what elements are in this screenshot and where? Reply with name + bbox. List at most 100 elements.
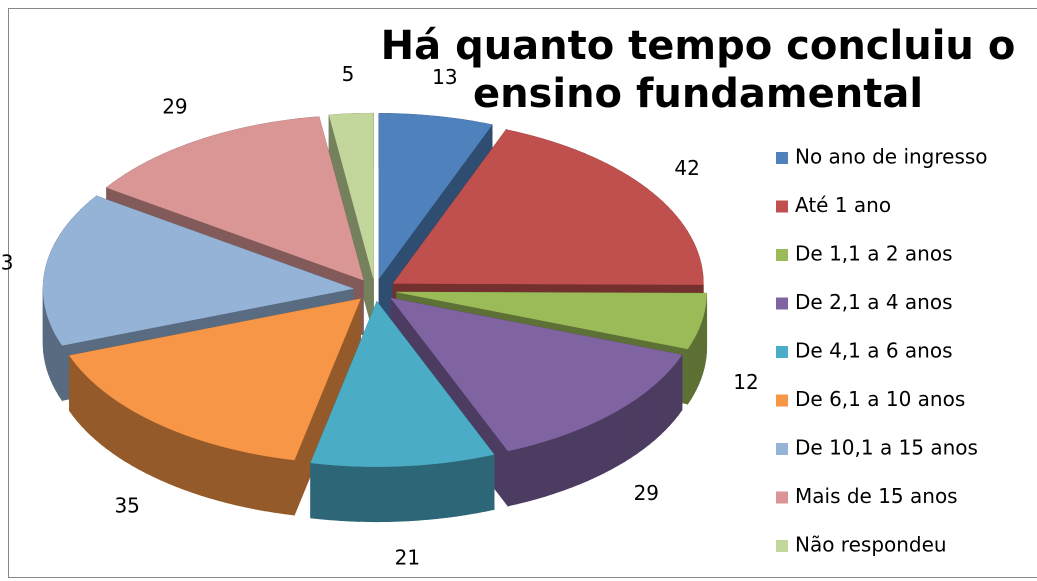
slice-side [218, 445, 229, 504]
slice-side [236, 449, 247, 508]
slice-side [535, 440, 546, 500]
pie-slice [310, 300, 495, 523]
data-label: 42 [674, 156, 699, 180]
slice-side [427, 463, 438, 520]
slice-side [544, 437, 555, 497]
slice-side [112, 396, 119, 458]
slice-side [456, 459, 467, 517]
slice-side [58, 338, 63, 402]
slice-side [284, 458, 295, 516]
slice-side [368, 466, 380, 523]
slice-side [274, 456, 285, 515]
slice-side [623, 401, 632, 463]
legend-label: De 1,1 a 2 anos [795, 242, 953, 266]
slice-top [106, 116, 364, 281]
slice-side [55, 333, 60, 397]
slice-side [553, 434, 563, 495]
legend-label: De 4,1 a 6 anos [795, 339, 953, 363]
slice-side [602, 413, 611, 475]
slice-side [417, 463, 429, 521]
slice-side [118, 401, 126, 462]
legend-label: Não respondeu [795, 533, 947, 557]
slice-side [200, 439, 211, 499]
slice-side [437, 461, 448, 519]
slice-side [209, 442, 220, 502]
slice-top [42, 195, 355, 346]
legend-swatch [776, 200, 788, 213]
slice-side [578, 425, 588, 485]
legend-swatch [776, 540, 788, 552]
slice-top [390, 297, 683, 452]
slice-side [690, 337, 695, 401]
pie-slice [328, 112, 374, 334]
slice-side [152, 420, 161, 481]
slice-side [609, 410, 618, 471]
slice-side [124, 405, 133, 466]
legend-swatch [776, 346, 788, 358]
slice-top [328, 113, 374, 279]
slice-side [637, 392, 644, 454]
slice-side [52, 329, 57, 391]
slice-side [594, 417, 604, 478]
slice-side [643, 388, 650, 450]
slice-side [192, 437, 202, 496]
slice-side [664, 369, 671, 431]
legend-label: No ano de ingresso [795, 145, 988, 169]
slice-side [388, 465, 400, 522]
slice-side [465, 457, 476, 516]
slice-side [245, 451, 257, 510]
data-label: 21 [395, 546, 420, 570]
slice-side [138, 413, 147, 474]
legend-label: Até 1 ano [795, 193, 891, 217]
slice-side [264, 455, 276, 513]
slice-side [677, 353, 683, 417]
legend-label: Mais de 15 anos [795, 484, 958, 508]
legend-label: De 2,1 a 4 anos [795, 290, 953, 314]
slice-side [358, 465, 370, 523]
slice-side [131, 409, 139, 470]
slice-top [396, 291, 707, 350]
legend-swatch [776, 297, 788, 310]
legend-swatch [776, 249, 788, 261]
legend-label: De 6,1 a 10 anos [795, 387, 965, 411]
slice-side [378, 466, 390, 523]
data-label: 29 [634, 481, 659, 505]
slice-side [587, 421, 596, 482]
slice-side [507, 448, 518, 507]
slice-side [570, 428, 580, 488]
legend-swatch [776, 394, 788, 407]
slice-side [654, 378, 661, 441]
slice-side [227, 447, 238, 506]
slice-side [145, 417, 154, 478]
slice-side [398, 465, 409, 522]
slice-side [687, 342, 692, 406]
data-label: 29 [162, 94, 187, 118]
data-label: 12 [733, 370, 758, 394]
legend-swatch [776, 443, 788, 455]
slice-side [184, 434, 194, 494]
slice-side [167, 427, 177, 488]
slice-side [526, 443, 537, 502]
data-label: 5 [342, 62, 355, 86]
slice-side [659, 374, 666, 436]
slice-side [484, 453, 495, 512]
data-label: 13 [432, 65, 457, 89]
legend-swatch [776, 152, 788, 164]
slice-side [255, 453, 266, 512]
slice-side [562, 431, 572, 492]
slice-side [175, 430, 185, 491]
slice-top [69, 298, 361, 461]
slice-top [392, 129, 704, 285]
slice-top [310, 301, 495, 467]
slice-side [339, 465, 350, 522]
slice-side [648, 383, 656, 446]
chart-title: Há quanto tempo concluiu o ensino fundam… [380, 23, 1016, 117]
legend-swatch [776, 491, 788, 504]
legend-label: De 10,1 a 15 anos [795, 436, 978, 460]
slice-side [329, 464, 341, 521]
pie-slice [69, 298, 361, 516]
slice-side [673, 358, 679, 422]
slice-side [408, 464, 419, 522]
